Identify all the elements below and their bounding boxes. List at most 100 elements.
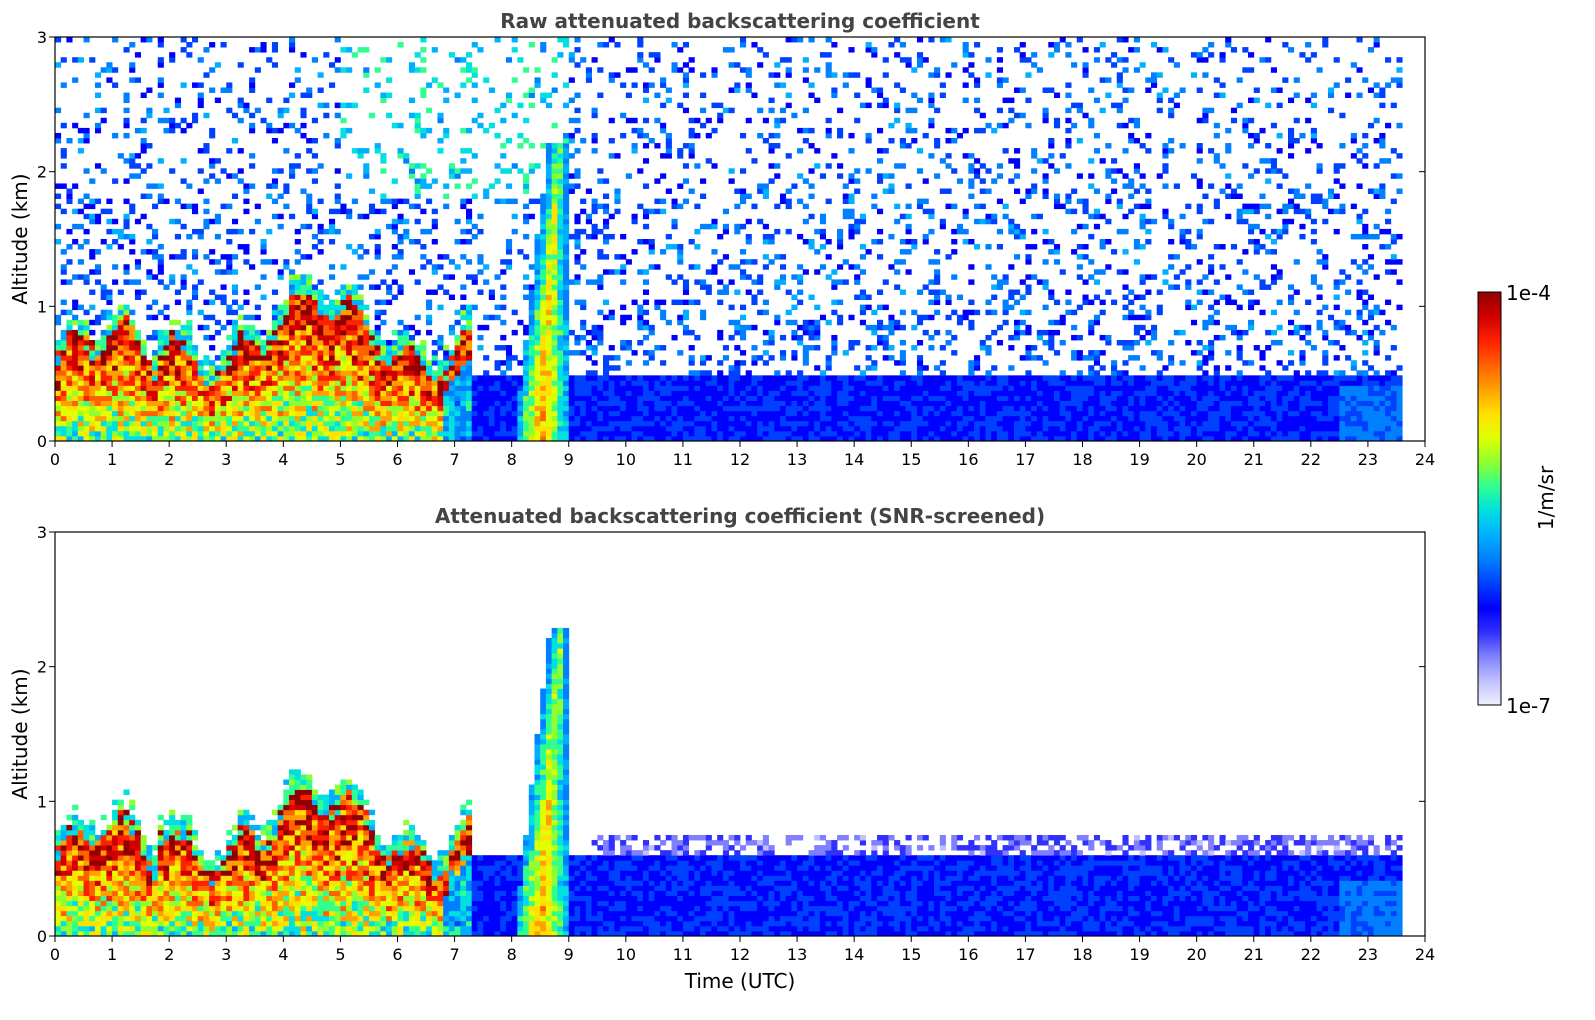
- heatmap-cell: [460, 168, 467, 174]
- heatmap-cell: [831, 92, 838, 98]
- heatmap-cell: [192, 400, 199, 407]
- heatmap-cell: [614, 410, 621, 417]
- heatmap-cell: [300, 425, 307, 432]
- heatmap-cell: [203, 334, 210, 341]
- heatmap-cell: [129, 380, 136, 386]
- heatmap-cell: [334, 329, 341, 336]
- heatmap-cell: [443, 274, 450, 280]
- heatmap-cell: [745, 259, 752, 265]
- heatmap-cell: [545, 188, 553, 194]
- heatmap-cell: [711, 67, 718, 73]
- heatmap-cell: [580, 57, 587, 63]
- heatmap-cell: [357, 340, 364, 346]
- heatmap-cell: [271, 168, 279, 174]
- heatmap-cell: [403, 153, 410, 159]
- heatmap-cell: [329, 62, 336, 68]
- heatmap-cell: [186, 233, 193, 240]
- heatmap-cell: [700, 314, 707, 321]
- heatmap-cell: [854, 228, 861, 235]
- heatmap-cell: [226, 254, 233, 260]
- heatmap-cell: [186, 319, 193, 326]
- heatmap-cell: [157, 405, 164, 412]
- heatmap-cell: [249, 355, 256, 361]
- heatmap-cell: [568, 425, 575, 432]
- heatmap-cell: [528, 410, 535, 417]
- heatmap-cell: [317, 350, 324, 356]
- heatmap-cell: [329, 390, 336, 396]
- heatmap-cell: [294, 239, 301, 245]
- heatmap-cell: [169, 395, 176, 401]
- heatmap-cell: [682, 77, 690, 83]
- heatmap-cell: [363, 350, 370, 356]
- heatmap-cell: [551, 223, 558, 230]
- heatmap-cell: [517, 430, 524, 437]
- heatmap-cell: [859, 435, 866, 442]
- heatmap-cell: [254, 405, 261, 412]
- heatmap-cell: [380, 400, 387, 407]
- heatmap-cell: [837, 400, 844, 407]
- heatmap-cell: [620, 345, 627, 351]
- heatmap-cell: [631, 410, 638, 417]
- heatmap-cell: [545, 385, 553, 391]
- heatmap-cell: [717, 435, 724, 442]
- heatmap-cell: [899, 355, 906, 361]
- heatmap-cell: [574, 37, 581, 43]
- heatmap-cell: [72, 304, 79, 311]
- heatmap-cell: [231, 420, 239, 427]
- heatmap-cell: [77, 410, 84, 417]
- heatmap-cell: [791, 304, 798, 311]
- heatmap-cell: [391, 244, 398, 250]
- heatmap-cell: [842, 415, 849, 422]
- heatmap-cell: [254, 430, 261, 437]
- heatmap-cell: [317, 87, 324, 93]
- heatmap-cell: [768, 390, 775, 396]
- heatmap-cell: [545, 400, 553, 407]
- heatmap-cell: [648, 264, 655, 270]
- heatmap-cell: [563, 420, 570, 427]
- heatmap-cell: [146, 385, 153, 391]
- heatmap-cell: [934, 380, 941, 386]
- heatmap-cell: [100, 340, 107, 346]
- heatmap-cell: [403, 233, 410, 240]
- heatmap-cell: [819, 314, 827, 321]
- heatmap-cell: [334, 193, 341, 199]
- heatmap-cell: [597, 390, 604, 396]
- heatmap-cell: [740, 274, 747, 280]
- heatmap-cell: [797, 299, 804, 306]
- heatmap-cell: [802, 420, 809, 427]
- heatmap-cell: [431, 420, 438, 427]
- heatmap-cell: [585, 395, 592, 401]
- heatmap-cell: [460, 405, 467, 412]
- heatmap-cell: [757, 62, 764, 68]
- heatmap-cell: [174, 395, 181, 401]
- heatmap-cell: [368, 415, 376, 422]
- heatmap-cell: [414, 375, 421, 381]
- heatmap-cell: [934, 269, 941, 275]
- heatmap-cell: [192, 208, 199, 215]
- heatmap-cell: [277, 360, 284, 366]
- heatmap-cell: [351, 375, 358, 381]
- heatmap-cell: [174, 198, 181, 205]
- heatmap-cell: [545, 299, 553, 306]
- heatmap-cell: [831, 395, 838, 401]
- heatmap-cell: [334, 319, 341, 326]
- heatmap-cell: [494, 420, 501, 427]
- heatmap-cell: [671, 223, 678, 230]
- heatmap-cell: [466, 304, 473, 311]
- heatmap-cell: [563, 259, 570, 265]
- heatmap-cell: [740, 193, 747, 199]
- heatmap-cell: [266, 405, 273, 412]
- heatmap-cell: [437, 380, 444, 386]
- heatmap-cell: [928, 405, 935, 412]
- heatmap-cell: [545, 415, 553, 422]
- heatmap-cell: [751, 425, 758, 432]
- heatmap-cell: [186, 430, 193, 437]
- heatmap-cell: [557, 143, 564, 149]
- heatmap-cell: [825, 390, 832, 396]
- heatmap-cell: [368, 365, 376, 371]
- heatmap-cell: [523, 380, 530, 386]
- heatmap-cell: [677, 183, 684, 189]
- heatmap-cell: [768, 107, 775, 114]
- heatmap-cell: [203, 435, 210, 442]
- heatmap-cell: [837, 410, 844, 417]
